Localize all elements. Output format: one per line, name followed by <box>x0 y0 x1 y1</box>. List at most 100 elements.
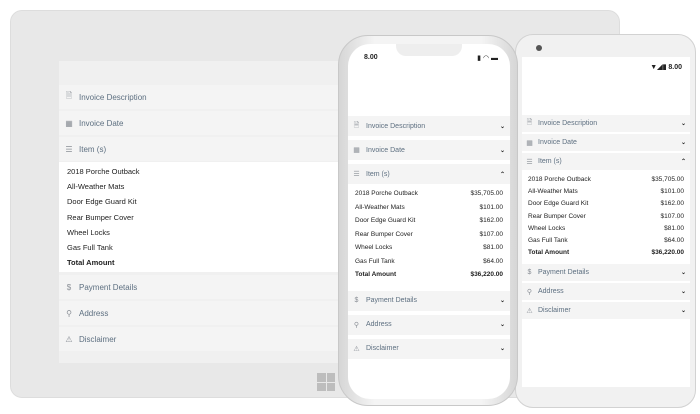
item-row: Gas Full Tank $64.00 <box>355 255 503 269</box>
accordion-header-label: Disclaimer <box>366 345 399 352</box>
accordion-header-disclaimer[interactable]: ⚠ Disclaimer ⌄ <box>522 302 690 320</box>
accordion-header-disclaimer[interactable]: ⚠ Disclaimer ⌄ <box>348 338 510 359</box>
chevron-down-icon[interactable]: ⌄ <box>680 289 686 296</box>
item-name: 2018 Porche Outback <box>355 190 418 198</box>
accordion-header-invoice-date[interactable]: ▦ Invoice Date ⌄ <box>522 134 690 151</box>
accordion-header-item-s[interactable]: ☰ Item (s) <box>59 137 359 161</box>
accordion-header-label: Address <box>366 321 392 328</box>
list-icon: ☰ <box>65 144 73 154</box>
item-row: Rear Bumper Cover $107.00 <box>528 210 684 222</box>
chevron-up-icon[interactable]: ⌃ <box>680 159 686 165</box>
item-name: Wheel Locks <box>355 244 393 252</box>
total-label: Total Amount <box>528 249 570 257</box>
accordion-header-address[interactable]: ⚲ Address ⌄ <box>522 283 690 301</box>
location-pin-icon: ⚲ <box>526 288 533 296</box>
dollar-icon: $ <box>527 269 532 277</box>
accordion-header-address[interactable]: ⚲ Address ⌄ <box>348 314 510 335</box>
item-price: $101.00 <box>660 187 685 195</box>
item-price: $162.00 <box>479 217 504 225</box>
accordion-header-label: Item (s) <box>538 158 562 165</box>
item-name: All-Weather Mats <box>355 203 405 211</box>
items-content-panel: 2018 Porche Outback $35,705.00 All-Weather… <box>522 171 690 262</box>
item-name: Rear Bumper Cover <box>528 212 586 220</box>
accordion-header-label: Invoice Description <box>79 92 147 102</box>
accordion-header-label: Invoice Description <box>538 120 598 127</box>
iphone-screen: 8.00 ▮ ◠ ▬ 🗎 Invoice Description ⌄ ▦ Invoice… <box>348 44 510 399</box>
item-row: Wheel Locks $81.00 <box>355 241 503 255</box>
item-row: Gas Full Tank $64.00 <box>528 234 684 246</box>
accordion-header-label: Address <box>538 288 564 296</box>
accordion-header-payment-details[interactable]: $ Payment Details <box>59 275 359 300</box>
total-label: Total Amount <box>67 258 115 268</box>
item-name: Door Edge Guard Kit <box>528 200 589 208</box>
accordion-header-invoice-date[interactable]: ▦ Invoice Date <box>59 111 359 135</box>
accordion-header-label: Payment Details <box>538 269 589 277</box>
item-name: Gas Full Tank <box>355 257 395 265</box>
accordion-header-invoice-description[interactable]: 🗎 Invoice Description ⌄ <box>522 115 690 132</box>
item-row: 2018 Porche Outback $35,705.00 <box>355 187 503 201</box>
item-name: Gas Full Tank <box>528 237 568 245</box>
item-row: Wheel Locks <box>67 225 351 240</box>
warning-icon: ⚠ <box>526 307 533 315</box>
total-row: Total Amount <box>67 255 351 270</box>
item-price: $35,705.00 <box>470 190 503 198</box>
accordion-header-invoice-description[interactable]: 🗎 Invoice Description ⌄ <box>348 116 510 136</box>
chevron-up-icon[interactable]: ⌃ <box>499 171 505 178</box>
notch <box>396 44 462 56</box>
location-pin-icon: ⚲ <box>66 308 72 318</box>
accordion-header-item-s[interactable]: ☰ Item (s) ⌃ <box>522 153 690 170</box>
calendar-icon: ▦ <box>526 139 533 147</box>
chevron-down-icon[interactable]: ⌄ <box>680 121 686 127</box>
iphone-device: 8.00 ▮ ◠ ▬ 🗎 Invoice Description ⌄ ▦ Invoice… <box>338 35 518 406</box>
chevron-down-icon[interactable]: ⌄ <box>680 140 686 146</box>
total-row: Total Amount $36,220.00 <box>355 268 503 282</box>
item-name: Rear Bumper Cover <box>355 230 413 238</box>
chevron-down-icon[interactable]: ⌄ <box>499 298 505 304</box>
chevron-down-icon[interactable]: ⌄ <box>499 322 505 328</box>
tablet-screen: 🗎 Invoice Description ▦ Invoice Date ☰ Item (… <box>59 61 359 363</box>
list-icon: ☰ <box>526 158 533 166</box>
total-amount: $36,220.00 <box>470 271 503 279</box>
dollar-icon: $ <box>354 297 359 304</box>
item-row: All-Weather Mats $101.00 <box>355 201 503 215</box>
accordion-header-address[interactable]: ⚲ Address <box>59 301 359 326</box>
item-name: Wheel Locks <box>528 224 566 232</box>
item-row: Door Edge Guard Kit $162.00 <box>528 198 684 210</box>
item-name: Door Edge Guard Kit <box>67 197 137 207</box>
status-time: 8.00 <box>364 54 378 61</box>
accordion-header-label: Invoice Date <box>366 146 405 154</box>
chevron-down-icon[interactable]: ⌄ <box>680 308 686 315</box>
accordion-header-invoice-description[interactable]: 🗎 Invoice Description <box>59 85 359 109</box>
chevron-down-icon[interactable]: ⌄ <box>680 270 686 277</box>
chevron-down-icon[interactable]: ⌄ <box>499 147 505 154</box>
item-price: $64.00 <box>483 257 503 265</box>
item-row: Door Edge Guard Kit $162.00 <box>355 214 503 228</box>
camera-icon <box>536 45 542 51</box>
android-screen: ▼◢▮ 8.00 🗎 Invoice Description ⌄ ▦ Invoice D… <box>522 57 690 387</box>
accordion-header-invoice-date[interactable]: ▦ Invoice Date ⌄ <box>348 140 510 160</box>
accordion-header-disclaimer[interactable]: ⚠ Disclaimer <box>59 327 359 352</box>
item-price: $35,705.00 <box>651 175 684 183</box>
accordion-header-label: Disclaimer <box>79 334 117 344</box>
calendar-icon: ▦ <box>65 118 73 128</box>
item-row: 2018 Porche Outback $35,705.00 <box>528 173 684 185</box>
item-name: Rear Bumper Cover <box>67 212 134 222</box>
accordion-header-item-s[interactable]: ☰ Item (s) ⌃ <box>348 164 510 184</box>
item-price: $81.00 <box>483 244 503 252</box>
wifi-signal-battery-icon: ▼◢▮ <box>650 64 669 71</box>
chevron-down-icon[interactable]: ⌄ <box>499 123 505 130</box>
warning-icon: ⚠ <box>353 345 360 353</box>
location-pin-icon: ⚲ <box>353 321 360 329</box>
item-price: $64.00 <box>664 237 684 245</box>
item-name: 2018 Porche Outback <box>528 175 591 183</box>
status-bar: ▼◢▮ 8.00 <box>650 63 682 71</box>
item-row: Rear Bumper Cover <box>67 210 351 225</box>
accordion-header-payment-details[interactable]: $ Payment Details ⌄ <box>348 290 510 311</box>
chevron-down-icon[interactable]: ⌄ <box>499 346 505 352</box>
item-row: Rear Bumper Cover $107.00 <box>355 228 503 242</box>
android-device: ▼◢▮ 8.00 🗎 Invoice Description ⌄ ▦ Invoice D… <box>515 34 696 408</box>
accordion-header-payment-details[interactable]: $ Payment Details ⌄ <box>522 264 690 282</box>
items-content-panel: 2018 Porche Outback All-Weather Mats Door … <box>59 162 359 273</box>
item-row: All-Weather Mats $101.00 <box>528 185 684 197</box>
dollar-icon: $ <box>66 282 72 292</box>
